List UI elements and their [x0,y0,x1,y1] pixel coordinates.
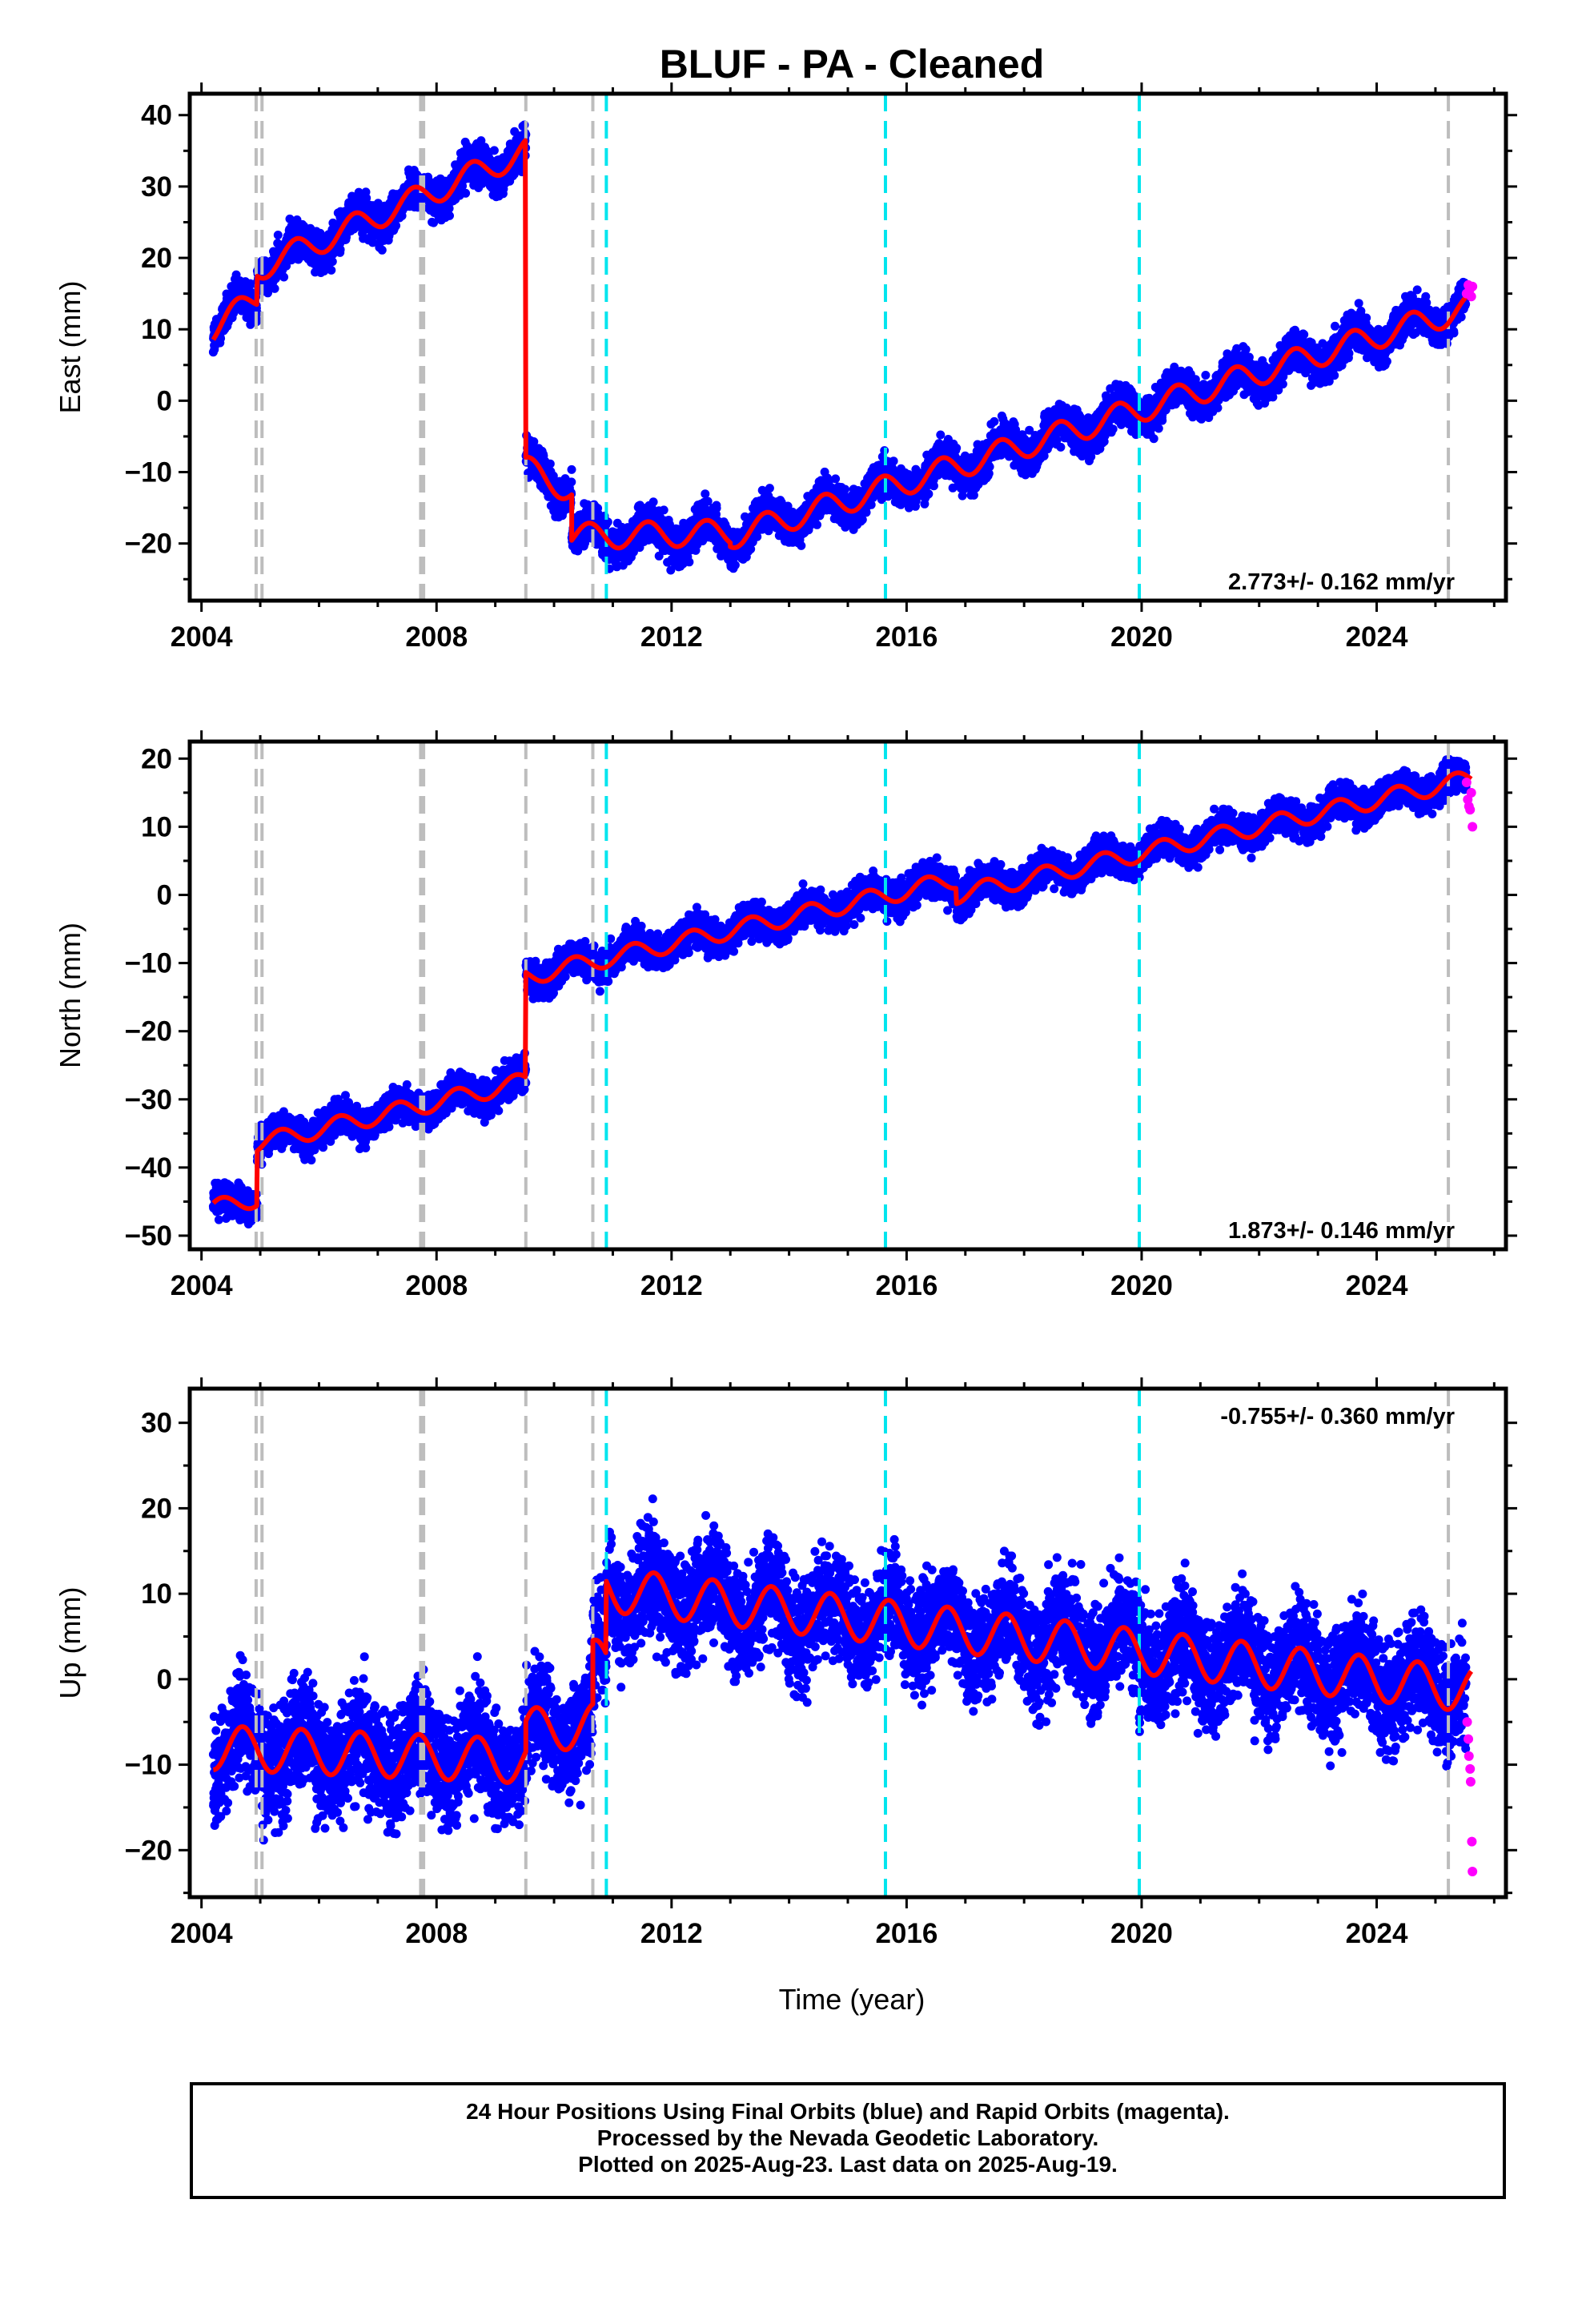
x-tick-label: 2012 [640,1270,703,1301]
plot-area [208,94,1478,601]
y-tick-label: −20 [125,1835,172,1866]
x-tick-label: 2024 [1346,1918,1408,1949]
y-tick-label: −20 [125,1016,172,1047]
rapid-orbit-point [1466,292,1476,302]
y-tick-label: 10 [141,811,172,842]
rapid-orbit-point [1461,778,1472,788]
y-tick-label: −10 [125,457,172,489]
x-tick-label: 2020 [1110,621,1173,653]
footer-line-2: Processed by the Nevada Geodetic Laborat… [596,2125,1099,2150]
rapid-orbit-point [1468,1866,1478,1876]
x-tick-label: 2004 [171,621,233,653]
rate-annotation: -0.755+/- 0.360 mm/yr [1220,1404,1455,1429]
y-tick-label: 20 [141,1493,172,1524]
y-tick-label: 30 [141,1408,172,1439]
rapid-orbit-point [1465,1763,1476,1774]
y-tick-label: 20 [141,243,172,274]
y-tick-label: 10 [141,314,172,345]
rate-annotation: 2.773+/- 0.162 mm/yr [1228,569,1455,595]
x-tick-label: 2024 [1346,1270,1408,1301]
rapid-orbit-point [1464,1734,1474,1744]
x-tick-label: 2008 [405,1270,468,1301]
x-tick-label: 2004 [171,1918,233,1949]
y-tick-label: 0 [157,1664,172,1695]
x-tick-label: 2020 [1110,1270,1173,1301]
model-fit-line [211,1570,1474,1785]
y-axis-label: North (mm) [54,923,86,1068]
y-axis-label: East (mm) [54,281,86,414]
final-orbit-points [208,754,1471,1228]
east-panel: 2004 2008 2012 2016 2020 2024 −20 −10 0 10 20 30 40 E… [54,82,1517,653]
north-panel: 2004 2008 2012 2016 2020 2024 −50 −40 −30 −20 −10 0… [54,730,1517,1301]
y-tick-label: −50 [125,1220,172,1252]
x-tick-label: 2016 [875,1270,938,1301]
y-tick-label: 10 [141,1578,172,1610]
rapid-orbit-point [1465,1776,1476,1787]
y-tick-label: 20 [141,743,172,774]
rapid-orbit-point [1465,805,1476,815]
x-tick-label: 2024 [1346,621,1408,653]
model-fit-line [211,770,1473,1212]
y-tick-label: 40 [141,100,172,131]
footer-note-box: 24 Hour Positions Using Final Orbits (bl… [190,2082,1506,2199]
model-fit-line [211,138,1473,551]
y-tick-label: 0 [157,879,172,911]
y-tick-label: −30 [125,1084,172,1116]
y-tick-label: −10 [125,948,172,979]
final-orbit-points [208,1494,1471,1845]
plot-area [208,742,1478,1249]
y-tick-label: 0 [157,385,172,416]
rapid-orbit-point [1468,281,1478,292]
footer-line-3: Plotted on 2025-Aug-23. Last data on 202… [578,2152,1118,2177]
up-panel: 2004 2008 2012 2016 2020 2024 −20 −10 0 10 20 30 Up … [54,1377,1517,1949]
x-tick-label: 2016 [875,621,938,653]
plot-area [208,1389,1478,1897]
rapid-orbit-point [1464,1751,1474,1761]
y-tick-label: −10 [125,1750,172,1781]
x-tick-label: 2004 [171,1270,233,1301]
rapid-orbit-point [1467,1836,1477,1847]
rate-annotation: 1.873+/- 0.146 mm/yr [1228,1218,1455,1244]
x-tick-label: 2008 [405,621,468,653]
rapid-orbit-point [1466,787,1476,798]
x-tick-label: 2012 [640,621,703,653]
y-tick-label: −20 [125,529,172,560]
x-tick-label: 2020 [1110,1918,1173,1949]
x-tick-label: 2012 [640,1918,703,1949]
x-axis-label: Time (year) [779,1983,926,2016]
footer-line-1: 24 Hour Positions Using Final Orbits (bl… [466,2099,1230,2124]
y-tick-label: 30 [141,171,172,203]
y-axis-label: Up (mm) [54,1587,86,1699]
x-tick-label: 2008 [405,1918,468,1949]
rapid-orbit-point [1462,1717,1472,1727]
y-tick-label: −40 [125,1152,172,1184]
figure-title: BLUF - PA - Cleaned [660,42,1045,86]
x-tick-label: 2016 [875,1918,938,1949]
rapid-orbit-point [1468,822,1478,832]
